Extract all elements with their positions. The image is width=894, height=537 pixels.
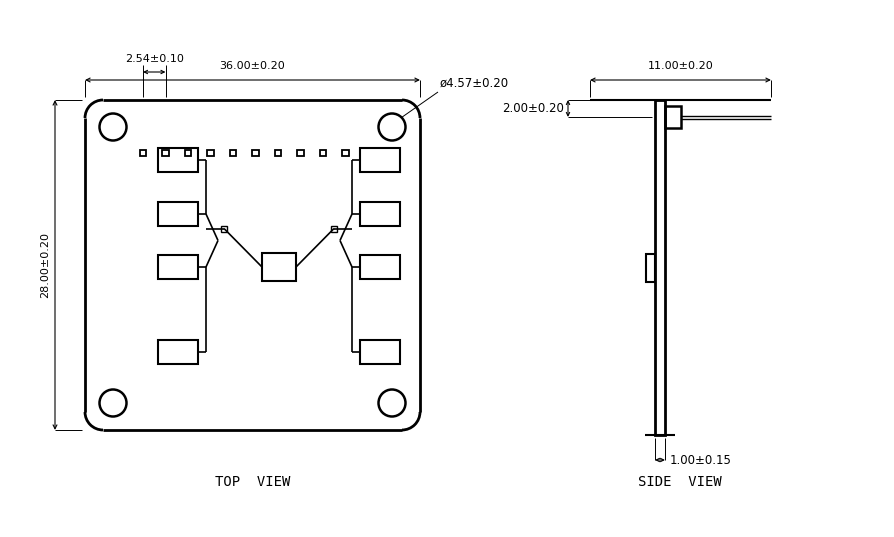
Bar xyxy=(320,150,326,156)
Text: 2.00±0.20: 2.00±0.20 xyxy=(502,102,564,115)
Bar xyxy=(162,150,169,156)
Bar xyxy=(274,150,282,156)
Bar xyxy=(655,100,665,435)
Text: 1.00±0.15: 1.00±0.15 xyxy=(670,454,732,467)
Bar xyxy=(360,202,400,226)
Text: SIDE  VIEW: SIDE VIEW xyxy=(638,475,721,489)
Text: 11.00±0.20: 11.00±0.20 xyxy=(647,61,713,71)
Text: 28.00±0.20: 28.00±0.20 xyxy=(40,232,50,298)
Bar xyxy=(262,253,296,281)
Bar xyxy=(360,255,400,279)
Bar xyxy=(331,226,337,231)
Bar xyxy=(139,150,147,156)
Bar xyxy=(646,253,655,281)
Bar xyxy=(360,340,400,364)
Bar xyxy=(297,150,304,156)
Bar xyxy=(665,106,681,128)
Bar xyxy=(207,150,214,156)
Bar xyxy=(360,148,400,172)
Text: 2.54±0.10: 2.54±0.10 xyxy=(125,54,183,64)
Bar xyxy=(185,150,191,156)
Bar xyxy=(230,150,236,156)
Text: ø4.57±0.20: ø4.57±0.20 xyxy=(440,77,509,90)
Text: TOP  VIEW: TOP VIEW xyxy=(215,475,291,489)
Text: 36.00±0.20: 36.00±0.20 xyxy=(220,61,285,71)
Bar xyxy=(158,202,198,226)
Bar xyxy=(158,255,198,279)
Bar xyxy=(158,340,198,364)
Bar xyxy=(342,150,349,156)
Bar xyxy=(158,148,198,172)
Bar xyxy=(252,150,258,156)
Bar xyxy=(221,226,227,231)
